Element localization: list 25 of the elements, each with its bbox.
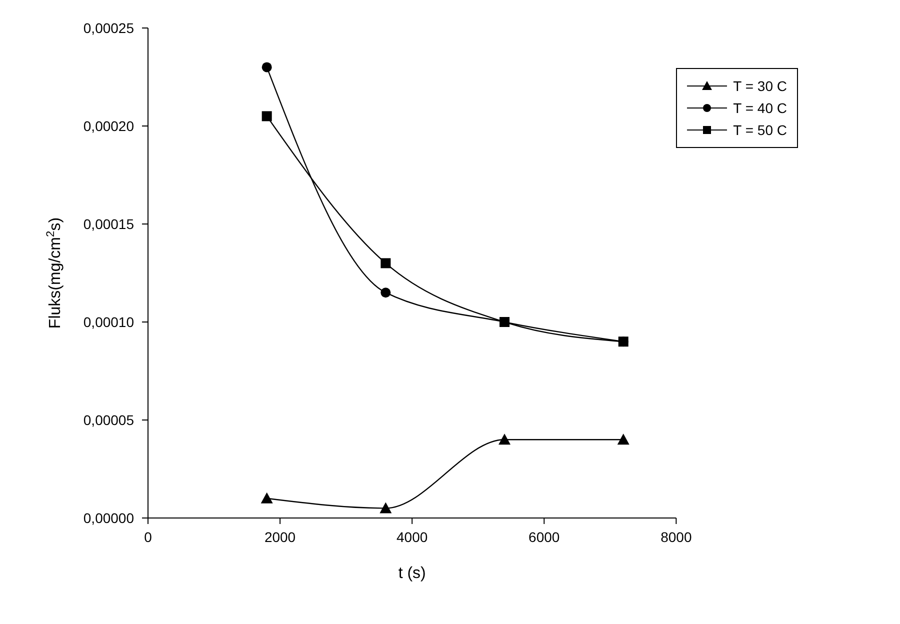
y-tick-label: 0,00005 xyxy=(83,412,134,428)
y-tick-label: 0,00020 xyxy=(83,118,134,134)
point xyxy=(617,434,630,445)
x-tick-label: 0 xyxy=(144,528,152,545)
x-tick-label: 8000 xyxy=(660,528,692,545)
point xyxy=(618,336,628,347)
y-tick-label: 0,00000 xyxy=(83,510,134,526)
x-axis-title: t (s) xyxy=(398,565,426,582)
point xyxy=(498,434,511,445)
point xyxy=(380,502,392,514)
y-tick-label: 0,00025 xyxy=(83,20,134,36)
legend-label: T = 40 C xyxy=(733,100,787,116)
point xyxy=(262,62,272,72)
y-tick-label: 0,00015 xyxy=(83,216,134,232)
point xyxy=(380,288,391,298)
legend-label: T = 30 C xyxy=(733,78,787,94)
point xyxy=(262,111,272,122)
x-tick-label: 6000 xyxy=(528,528,560,545)
point xyxy=(500,317,510,327)
legend-label: T = 50 C xyxy=(733,122,787,138)
point xyxy=(380,258,391,268)
x-tick-label: 4000 xyxy=(396,528,428,545)
x-tick-label: 2000 xyxy=(264,528,296,545)
point xyxy=(260,492,273,504)
y-tick-label: 0,00010 xyxy=(83,314,134,330)
